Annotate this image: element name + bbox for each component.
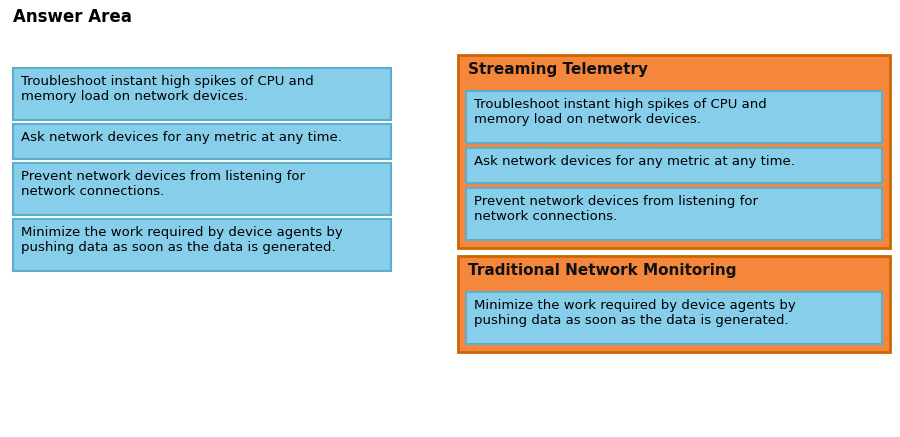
Text: Minimize the work required by device agents by
pushing data as soon as the data : Minimize the work required by device age… — [474, 299, 796, 327]
Text: Traditional Network Monitoring: Traditional Network Monitoring — [468, 263, 736, 278]
FancyBboxPatch shape — [13, 219, 391, 271]
FancyBboxPatch shape — [466, 91, 882, 143]
FancyBboxPatch shape — [466, 292, 882, 344]
FancyBboxPatch shape — [13, 124, 391, 159]
FancyBboxPatch shape — [466, 148, 882, 183]
Text: Ask network devices for any metric at any time.: Ask network devices for any metric at an… — [21, 131, 342, 144]
FancyBboxPatch shape — [466, 188, 882, 240]
Text: Ask network devices for any metric at any time.: Ask network devices for any metric at an… — [474, 155, 795, 168]
FancyBboxPatch shape — [458, 256, 890, 352]
Text: Minimize the work required by device agents by
pushing data as soon as the data : Minimize the work required by device age… — [21, 226, 343, 254]
FancyBboxPatch shape — [13, 68, 391, 120]
FancyBboxPatch shape — [458, 55, 890, 248]
Text: Answer Area: Answer Area — [13, 8, 132, 26]
Text: Troubleshoot instant high spikes of CPU and
memory load on network devices.: Troubleshoot instant high spikes of CPU … — [21, 75, 314, 103]
FancyBboxPatch shape — [13, 163, 391, 215]
Text: Prevent network devices from listening for
network connections.: Prevent network devices from listening f… — [21, 170, 305, 198]
Text: Prevent network devices from listening for
network connections.: Prevent network devices from listening f… — [474, 195, 758, 223]
Text: Troubleshoot instant high spikes of CPU and
memory load on network devices.: Troubleshoot instant high spikes of CPU … — [474, 98, 767, 126]
Text: Streaming Telemetry: Streaming Telemetry — [468, 62, 648, 77]
